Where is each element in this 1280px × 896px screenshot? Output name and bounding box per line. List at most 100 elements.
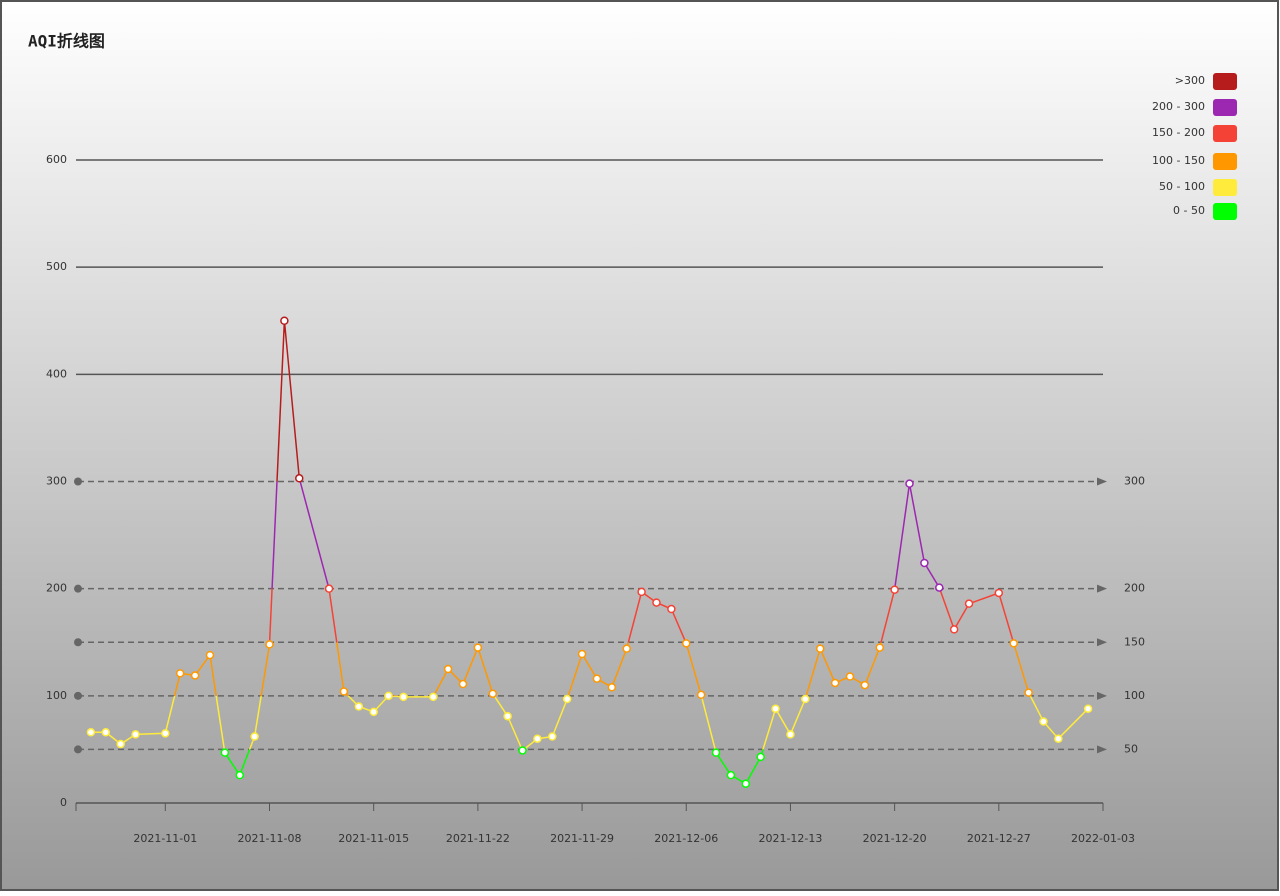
data-point bbox=[592, 674, 602, 683]
data-point bbox=[949, 625, 959, 634]
data-point bbox=[101, 728, 111, 737]
data-point bbox=[518, 746, 527, 755]
data-point bbox=[920, 558, 929, 568]
data-point bbox=[250, 732, 259, 741]
x-tick-label: 2021-11-01 bbox=[133, 832, 197, 845]
data-point bbox=[741, 779, 751, 788]
data-point bbox=[533, 734, 542, 743]
data-point bbox=[562, 694, 572, 704]
data-point bbox=[622, 644, 631, 653]
data-point bbox=[116, 739, 125, 749]
data-point bbox=[548, 732, 557, 741]
data-point bbox=[369, 707, 378, 717]
legend-swatch bbox=[1213, 73, 1237, 90]
data-point bbox=[786, 730, 795, 739]
data-point bbox=[205, 650, 215, 660]
data-point bbox=[131, 730, 140, 739]
data-point bbox=[324, 584, 334, 593]
chart-title: AQI折线图 bbox=[28, 32, 105, 51]
data-point bbox=[1083, 704, 1093, 713]
x-tick-label: 2021-11-08 bbox=[238, 832, 302, 845]
data-point bbox=[860, 680, 870, 690]
x-tick-label: 2021-12-20 bbox=[863, 832, 927, 845]
data-point bbox=[875, 643, 884, 652]
data-point bbox=[681, 639, 691, 648]
data-point bbox=[577, 649, 587, 659]
data-point bbox=[473, 643, 483, 652]
data-point bbox=[652, 598, 661, 607]
mark-line-label: 50 bbox=[1124, 742, 1138, 755]
data-point bbox=[458, 679, 468, 689]
legend-label: 200 - 300 bbox=[1152, 100, 1205, 113]
mark-line-label: 150 bbox=[1124, 635, 1145, 648]
data-point bbox=[711, 748, 721, 757]
data-point bbox=[1039, 717, 1048, 726]
data-point bbox=[637, 587, 646, 597]
data-point bbox=[86, 728, 96, 737]
y-tick-label: 300 bbox=[46, 475, 67, 488]
legend-swatch bbox=[1213, 179, 1237, 196]
x-tick-label: 2022-01-03 bbox=[1071, 832, 1135, 845]
legend-label: 0 - 50 bbox=[1173, 204, 1205, 217]
x-tick-label: 2021-11-015 bbox=[338, 832, 409, 845]
data-point bbox=[756, 752, 765, 762]
y-tick-label: 500 bbox=[46, 260, 67, 273]
data-point bbox=[428, 692, 438, 702]
data-point bbox=[845, 672, 855, 681]
x-tick-label: 2021-12-13 bbox=[758, 832, 822, 845]
data-point bbox=[935, 583, 944, 592]
data-point bbox=[994, 588, 1004, 598]
y-tick-label: 0 bbox=[60, 796, 67, 809]
y-tick-label: 400 bbox=[46, 367, 67, 380]
data-point bbox=[830, 678, 840, 688]
legend-label: 50 - 100 bbox=[1159, 180, 1205, 193]
mark-line-label: 200 bbox=[1124, 582, 1145, 595]
legend-swatch bbox=[1213, 125, 1237, 142]
data-point bbox=[1024, 688, 1033, 697]
data-point bbox=[503, 711, 512, 721]
data-point bbox=[384, 691, 393, 701]
x-tick-label: 2021-12-27 bbox=[967, 832, 1031, 845]
data-point bbox=[815, 644, 825, 653]
mark-line-label: 100 bbox=[1124, 689, 1145, 702]
data-point bbox=[161, 729, 170, 738]
data-point bbox=[175, 669, 185, 678]
x-tick-label: 2021-11-22 bbox=[446, 832, 510, 845]
y-tick-label: 100 bbox=[46, 689, 67, 702]
data-point bbox=[280, 316, 289, 325]
data-point bbox=[339, 687, 349, 696]
data-point bbox=[295, 474, 304, 483]
y-tick-label: 200 bbox=[46, 582, 67, 595]
data-point bbox=[964, 599, 974, 608]
data-point bbox=[220, 748, 230, 757]
legend-label: >300 bbox=[1175, 74, 1205, 87]
data-point bbox=[488, 689, 498, 698]
data-point bbox=[607, 683, 617, 692]
legend-swatch bbox=[1213, 99, 1237, 116]
y-tick-label: 600 bbox=[46, 153, 67, 166]
data-point bbox=[696, 690, 706, 700]
data-point bbox=[726, 770, 736, 780]
data-point bbox=[1054, 734, 1063, 743]
data-point bbox=[771, 704, 780, 713]
legend-swatch bbox=[1213, 203, 1237, 220]
data-point bbox=[905, 479, 914, 488]
mark-line-label: 300 bbox=[1124, 475, 1145, 488]
data-point bbox=[235, 770, 244, 780]
x-tick-label: 2021-12-06 bbox=[654, 832, 718, 845]
data-point bbox=[399, 692, 408, 702]
data-point bbox=[667, 604, 676, 614]
data-point bbox=[801, 694, 810, 704]
x-tick-label: 2021-11-29 bbox=[550, 832, 614, 845]
data-point bbox=[443, 664, 453, 674]
legend-label: 150 - 200 bbox=[1152, 126, 1205, 139]
data-point bbox=[890, 585, 899, 594]
data-point bbox=[190, 671, 200, 680]
legend-swatch bbox=[1213, 153, 1237, 170]
data-point bbox=[354, 702, 364, 711]
legend-label: 100 - 150 bbox=[1152, 154, 1205, 167]
data-point bbox=[1009, 639, 1018, 648]
data-point bbox=[265, 640, 274, 649]
